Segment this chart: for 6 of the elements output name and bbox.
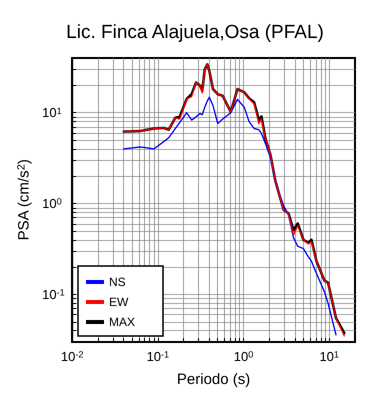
chart-title: Lic. Finca Alajuela,Osa (PFAL) <box>66 22 324 43</box>
legend-label: MAX <box>109 315 136 329</box>
legend-label: NS <box>109 275 126 289</box>
legend-label: EW <box>109 295 130 309</box>
y-axis-title: PSA (cm/s2) <box>15 159 32 240</box>
x-axis-title: Periodo (s) <box>176 371 250 388</box>
